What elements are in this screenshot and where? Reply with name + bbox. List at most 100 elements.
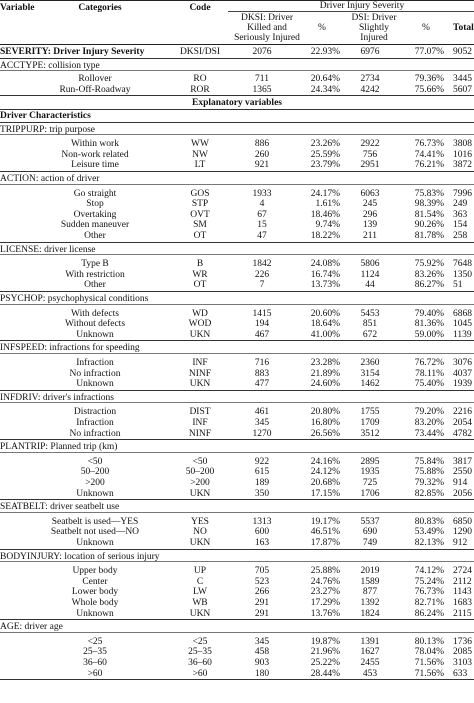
dsi-percent-cell: 71.56% bbox=[414, 658, 444, 668]
code-cell: NW bbox=[192, 149, 208, 160]
total-cell: 1350 bbox=[453, 269, 472, 280]
dksi-percent-cell: 21.96% bbox=[310, 647, 340, 658]
category-cell: No infraction bbox=[69, 368, 121, 379]
code-cell: WR bbox=[192, 269, 208, 280]
dsi-count-cell: 2895 bbox=[360, 456, 380, 467]
category-cell: Run-Off-Roadway bbox=[59, 84, 131, 95]
category-cell: Infraction bbox=[76, 418, 114, 428]
dsi-percent-cell: 77.07% bbox=[414, 47, 444, 57]
category-cell: Upper body bbox=[72, 566, 118, 577]
dksi-percent-cell: 24.12% bbox=[310, 467, 340, 478]
section-title: INFSPEED: infractions for speeding bbox=[0, 343, 140, 354]
category-cell: Type B bbox=[81, 259, 109, 270]
total-cell: 2724 bbox=[453, 566, 472, 577]
section-rule bbox=[0, 402, 474, 404]
dsi-count-cell: 2455 bbox=[360, 658, 380, 668]
total-cell: 1683 bbox=[453, 598, 472, 608]
section-rule bbox=[0, 561, 474, 563]
total-cell: 3103 bbox=[453, 658, 472, 668]
code-cell: YES bbox=[191, 516, 209, 527]
category-cell: <50 bbox=[87, 456, 103, 467]
section-title: BODYINJURY: location of serious injury bbox=[0, 551, 160, 562]
code-cell: UKN bbox=[189, 538, 211, 548]
category-cell: >200 bbox=[85, 478, 105, 488]
dsi-count-cell: 6063 bbox=[360, 188, 380, 199]
dksi-percent-cell: 20.68% bbox=[310, 478, 340, 488]
dsi-percent-cell: 76.73% bbox=[414, 587, 444, 598]
code-cell: RO bbox=[193, 74, 207, 85]
total-cell: 154 bbox=[453, 220, 468, 231]
category-cell: Within work bbox=[71, 139, 119, 150]
dksi-percent-cell: 1.61% bbox=[315, 199, 340, 210]
dksi-percent-cell: 18.46% bbox=[310, 209, 340, 220]
total-cell: 1143 bbox=[453, 587, 472, 598]
header-pct2: % bbox=[422, 23, 430, 33]
dsi-percent-cell: 86.27% bbox=[414, 280, 444, 291]
dksi-count-cell: 886 bbox=[254, 139, 270, 150]
dksi-percent-cell: 13.73% bbox=[310, 280, 340, 291]
dsi-percent-cell: 75.84% bbox=[414, 456, 444, 467]
category-cell: No infraction bbox=[69, 428, 121, 439]
dsi-count-cell: 1935 bbox=[360, 467, 380, 478]
dksi-count-cell: 711 bbox=[255, 74, 269, 85]
code-cell: <50 bbox=[192, 456, 208, 467]
dsi-count-cell: 2951 bbox=[360, 160, 380, 171]
category-cell: <25 bbox=[87, 636, 103, 647]
code-cell: WD bbox=[192, 308, 208, 319]
header-variable: Variable bbox=[0, 3, 35, 13]
section-title: SEATBELT: driver seatbelt use bbox=[0, 502, 120, 513]
code-cell: OVT bbox=[190, 209, 210, 220]
dksi-count-cell: 477 bbox=[254, 379, 270, 390]
total-cell: 51 bbox=[453, 280, 463, 291]
code-cell: DKSI/DSI bbox=[179, 47, 221, 57]
header-driver-injury-severity: Driver Injury Severity bbox=[319, 1, 405, 11]
dsi-percent-cell: 90.26% bbox=[414, 220, 444, 231]
code-cell: GOS bbox=[190, 188, 210, 199]
total-cell: 3445 bbox=[453, 74, 472, 85]
dksi-count-cell: 180 bbox=[254, 668, 270, 679]
section-title: PSYCHOP: psychophysical conditions bbox=[0, 294, 149, 304]
code-cell: B bbox=[196, 259, 204, 270]
code-cell: STP bbox=[191, 199, 209, 210]
dsi-count-cell: 2019 bbox=[360, 566, 380, 577]
dsi-percent-cell: 81.78% bbox=[414, 231, 444, 241]
dsi-count-cell: 1589 bbox=[360, 576, 380, 587]
dsi-percent-cell: 81.54% bbox=[414, 209, 444, 220]
category-cell: Unknown bbox=[76, 329, 114, 340]
code-cell: C bbox=[196, 576, 204, 587]
dksi-percent-cell: 24.60% bbox=[310, 379, 340, 390]
section-rule bbox=[0, 183, 474, 185]
dsi-percent-cell: 76.72% bbox=[414, 358, 444, 368]
total-cell: 633 bbox=[453, 668, 468, 679]
dksi-percent-cell: 24.76% bbox=[310, 576, 340, 587]
category-cell: Without defects bbox=[64, 319, 126, 330]
section-rule bbox=[0, 291, 474, 292]
dsi-percent-cell: 98.39% bbox=[414, 199, 444, 210]
dksi-count-cell: 1933 bbox=[252, 188, 272, 199]
dksi-percent-cell: 25.59% bbox=[310, 149, 340, 160]
dksi-percent-cell: 23.79% bbox=[310, 160, 340, 171]
dksi-percent-cell: 17.15% bbox=[310, 488, 340, 499]
dsi-percent-cell: 71.56% bbox=[414, 668, 444, 679]
dsi-percent-cell: 78.11% bbox=[415, 368, 444, 379]
dksi-count-cell: 189 bbox=[254, 478, 270, 488]
dsi-percent-cell: 74.41% bbox=[414, 149, 444, 160]
category-cell: Overtaking bbox=[73, 209, 117, 220]
code-cell: NINF bbox=[188, 368, 212, 379]
dksi-percent-cell: 9.74% bbox=[315, 220, 340, 231]
driver-characteristics-title: Driver Characteristics bbox=[0, 111, 91, 121]
section-rule bbox=[0, 241, 474, 243]
total-cell: 2216 bbox=[453, 407, 472, 418]
category-cell: Lower body bbox=[71, 587, 119, 598]
dsi-percent-cell: 83.26% bbox=[414, 269, 444, 280]
section-rule bbox=[0, 303, 474, 305]
dsi-count-cell: 672 bbox=[362, 329, 378, 340]
total-cell: 3076 bbox=[453, 358, 472, 368]
total-cell: 2054 bbox=[453, 418, 472, 428]
dsi-count-cell: 756 bbox=[362, 149, 378, 160]
code-cell: >60 bbox=[192, 668, 208, 679]
dksi-percent-cell: 25.88% bbox=[310, 566, 340, 577]
section-title: ACCTYPE: collision type bbox=[0, 60, 100, 71]
section-rule bbox=[0, 511, 474, 513]
dsi-percent-cell: 76.21% bbox=[414, 160, 444, 171]
